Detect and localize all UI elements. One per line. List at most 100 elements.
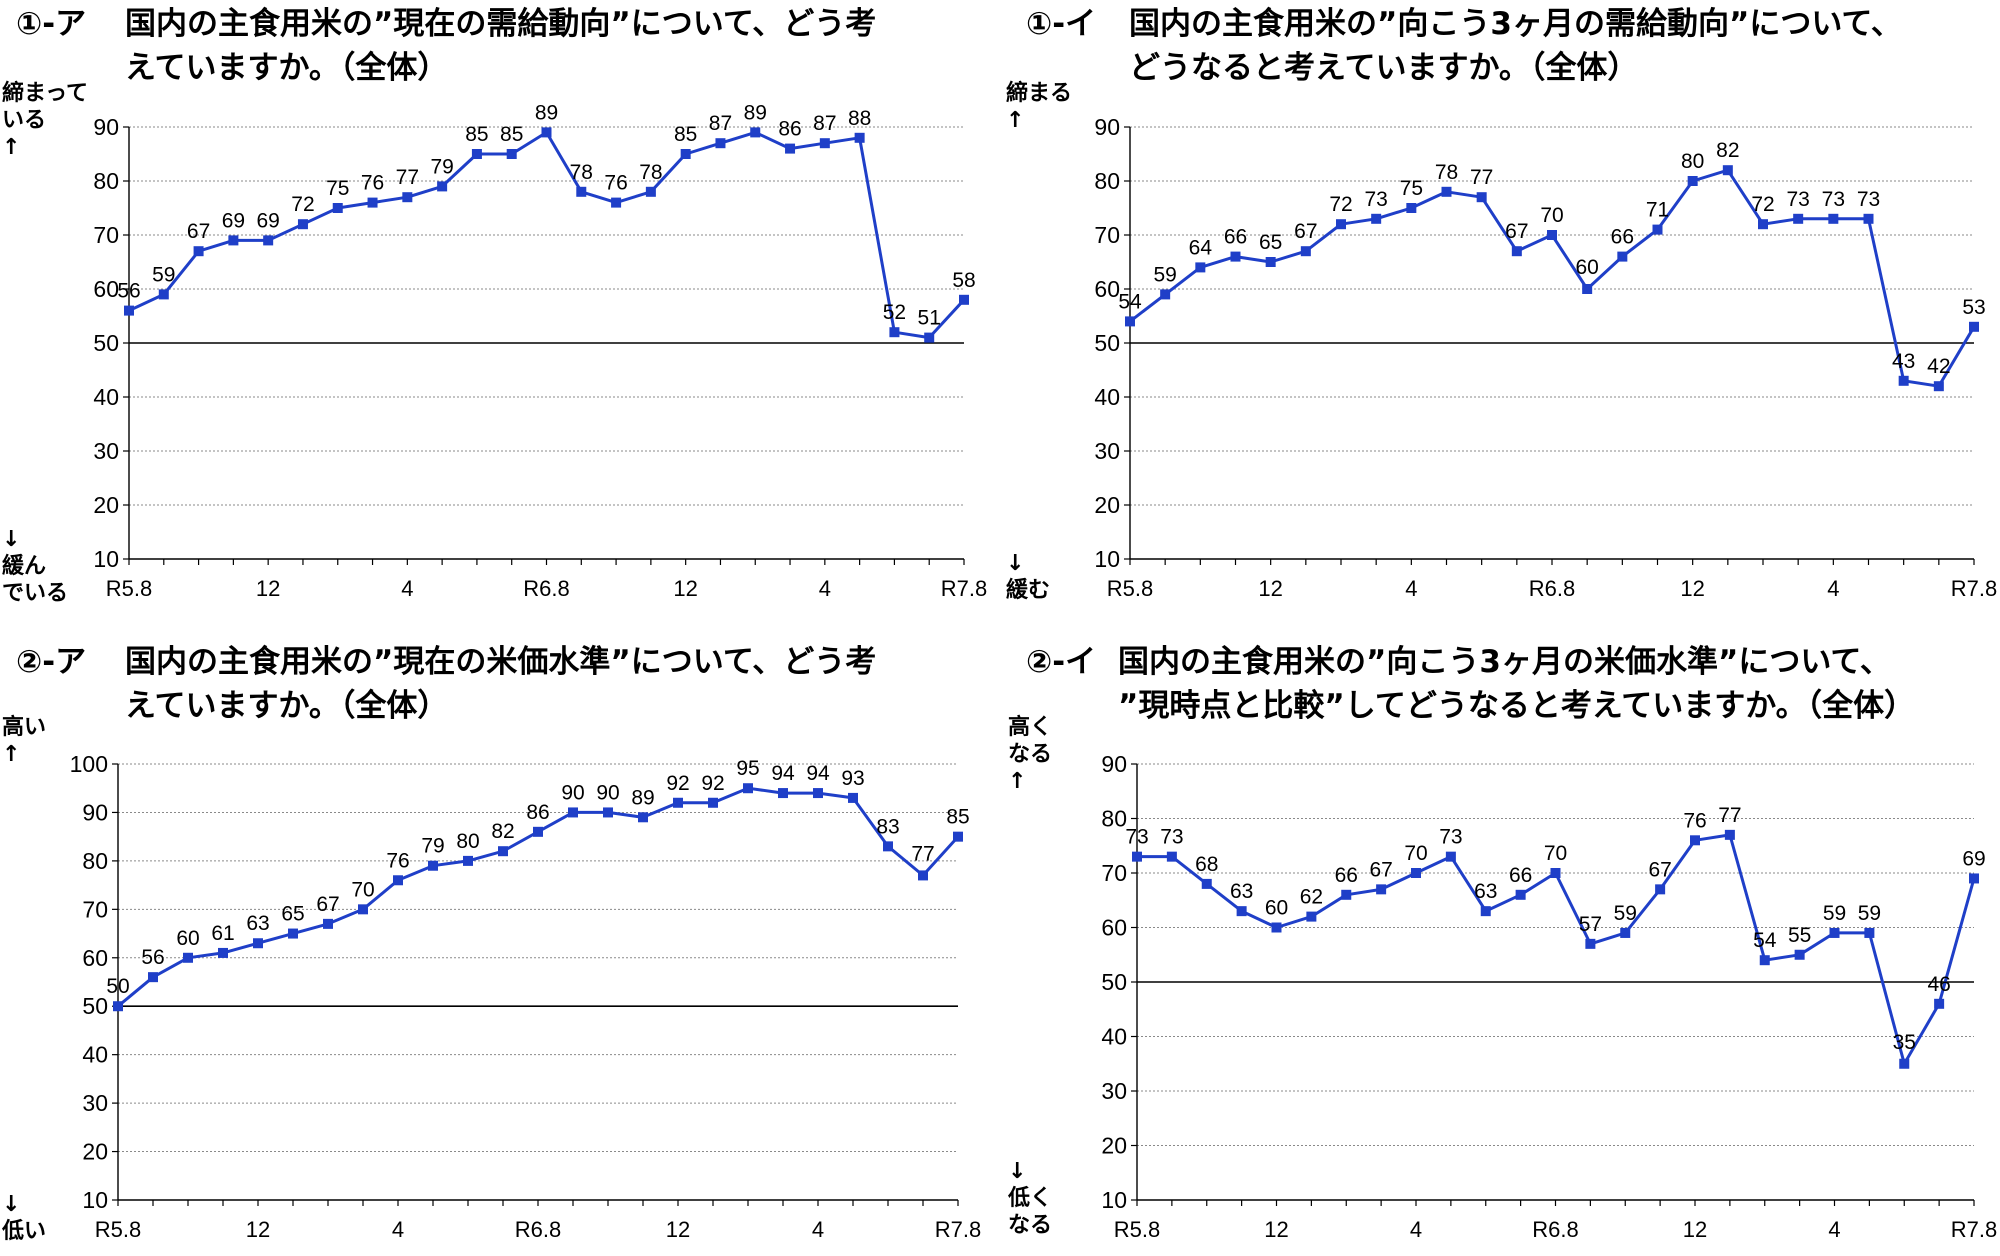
data-point bbox=[1160, 289, 1171, 300]
data-label: 61 bbox=[211, 922, 234, 945]
data-point bbox=[924, 332, 935, 343]
data-point bbox=[1933, 381, 1944, 392]
data-label: 85 bbox=[946, 806, 969, 829]
data-label: 53 bbox=[1962, 296, 1985, 319]
chart-panel-3: ②-ア 国内の主食用米の”現在の米価水準”について、どう考 えていますか。（全体… bbox=[0, 628, 1000, 1256]
data-label: 65 bbox=[281, 903, 304, 926]
y-tick-label: 50 bbox=[1101, 969, 1127, 995]
y-tick-label: 70 bbox=[1101, 860, 1127, 886]
data-label: 42 bbox=[1927, 355, 1950, 378]
data-label: 62 bbox=[1300, 886, 1323, 909]
data-point bbox=[1341, 889, 1352, 900]
data-point bbox=[367, 197, 378, 208]
data-label: 78 bbox=[570, 161, 593, 184]
data-label: 82 bbox=[491, 820, 514, 843]
data-label: 73 bbox=[1857, 188, 1880, 211]
data-label: 60 bbox=[1265, 897, 1288, 920]
data-label: 89 bbox=[535, 101, 558, 124]
y-tick-label: 50 bbox=[82, 993, 108, 1019]
data-point bbox=[1585, 938, 1596, 949]
data-label: 95 bbox=[736, 757, 759, 780]
data-label: 54 bbox=[1753, 929, 1777, 952]
data-point bbox=[228, 235, 239, 246]
y-axis-top-label: 高い ↑ bbox=[2, 715, 47, 767]
data-point bbox=[750, 127, 761, 138]
data-point bbox=[1690, 835, 1700, 846]
x-tick-label: R7.8 bbox=[1951, 576, 1997, 601]
y-tick-label: 20 bbox=[93, 492, 119, 518]
x-tick-label: 4 bbox=[392, 1217, 404, 1242]
y-tick-label: 10 bbox=[93, 546, 119, 572]
data-label: 85 bbox=[465, 123, 488, 146]
data-label: 67 bbox=[316, 893, 339, 916]
data-point bbox=[1406, 203, 1417, 213]
data-label: 86 bbox=[778, 118, 801, 141]
data-label: 72 bbox=[1751, 193, 1774, 216]
x-tick-label: 12 bbox=[1683, 1217, 1707, 1242]
data-point bbox=[959, 294, 969, 305]
data-point bbox=[1125, 316, 1135, 327]
data-label: 92 bbox=[701, 772, 724, 795]
data-point bbox=[253, 938, 263, 949]
chart-title-line-1: 国内の主食用米の”現在の米価水準”について、どう考 bbox=[125, 644, 877, 680]
data-label: 86 bbox=[526, 801, 549, 824]
data-point bbox=[1547, 230, 1557, 240]
data-label: 69 bbox=[222, 209, 245, 232]
data-point bbox=[1617, 251, 1628, 262]
data-point bbox=[1271, 922, 1282, 933]
chart-title-line-1: 国内の主食用米の”現在の需給動向”について、どう考 bbox=[125, 6, 877, 42]
data-point bbox=[1934, 998, 1945, 1009]
data-label: 89 bbox=[631, 786, 654, 809]
x-tick-label: 12 bbox=[666, 1217, 690, 1242]
data-point bbox=[638, 812, 648, 823]
data-point bbox=[1898, 375, 1909, 386]
data-point bbox=[1132, 851, 1142, 862]
data-label: 56 bbox=[141, 946, 164, 969]
data-label: 70 bbox=[1540, 204, 1563, 227]
y-tick-label: 60 bbox=[93, 276, 119, 302]
y-tick-label: 40 bbox=[1094, 384, 1120, 410]
data-point bbox=[568, 807, 578, 818]
data-point bbox=[785, 143, 796, 154]
data-point bbox=[1687, 176, 1698, 186]
data-label: 59 bbox=[1823, 902, 1846, 925]
chart-title-line-2: えていますか。（全体） bbox=[125, 688, 449, 724]
data-label: 76 bbox=[361, 172, 384, 195]
data-label: 87 bbox=[813, 112, 836, 135]
y-tick-label: 90 bbox=[82, 799, 108, 825]
data-label: 57 bbox=[1579, 913, 1602, 936]
data-point bbox=[715, 138, 726, 149]
x-tick-label: R5.8 bbox=[1114, 1217, 1160, 1242]
data-label: 83 bbox=[876, 815, 899, 838]
data-label: 77 bbox=[911, 842, 934, 865]
data-label: 64 bbox=[1189, 236, 1213, 259]
data-label: 93 bbox=[841, 767, 864, 790]
data-label: 73 bbox=[1160, 826, 1183, 849]
data-point bbox=[1300, 246, 1311, 257]
data-point bbox=[263, 235, 274, 246]
data-label: 69 bbox=[256, 209, 279, 232]
data-label: 70 bbox=[351, 878, 374, 901]
y-tick-label: 70 bbox=[82, 896, 108, 922]
chart-title-line-2: どうなると考えていますか。（全体） bbox=[1129, 50, 1639, 86]
data-point bbox=[1863, 213, 1874, 224]
data-point bbox=[288, 928, 298, 939]
y-tick-label: 60 bbox=[1094, 276, 1120, 302]
data-point bbox=[158, 289, 169, 300]
data-label: 89 bbox=[744, 101, 767, 124]
x-tick-label: R5.8 bbox=[106, 576, 152, 601]
data-point bbox=[1899, 1058, 1910, 1069]
y-tick-label: 70 bbox=[93, 222, 119, 248]
data-label: 51 bbox=[918, 307, 941, 330]
data-point bbox=[1441, 186, 1452, 197]
data-point bbox=[1201, 878, 1212, 889]
data-label: 70 bbox=[1404, 842, 1427, 865]
data-label: 54 bbox=[1118, 290, 1142, 313]
data-label: 77 bbox=[396, 166, 419, 189]
data-point bbox=[883, 841, 893, 852]
x-tick-label: 4 bbox=[401, 576, 413, 601]
data-point bbox=[813, 788, 823, 799]
data-point bbox=[1758, 219, 1768, 230]
data-label: 59 bbox=[1858, 902, 1881, 925]
data-point bbox=[148, 972, 158, 983]
